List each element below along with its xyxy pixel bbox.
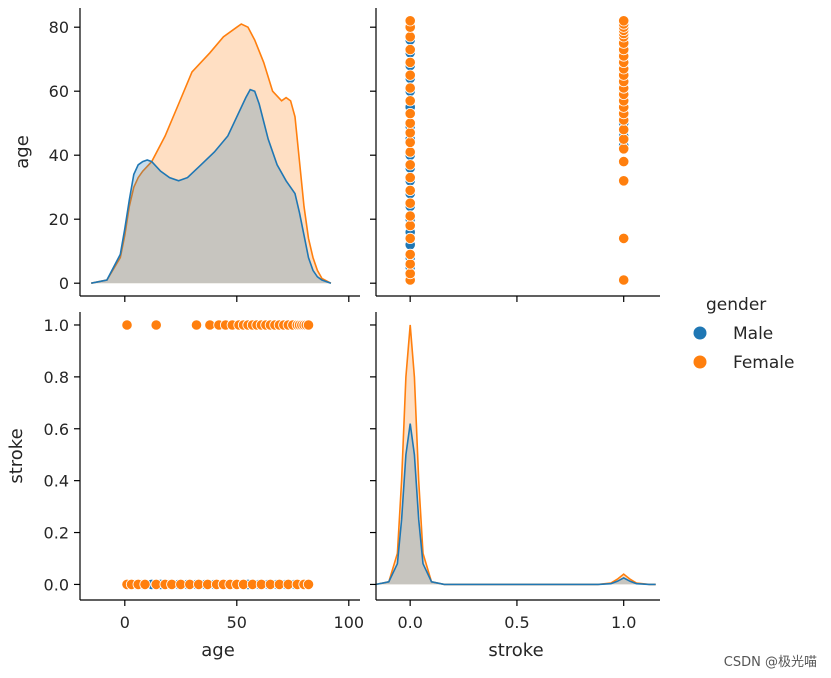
- scatter-point-female: [302, 578, 315, 591]
- x-axis-label-age: age: [201, 640, 235, 661]
- scatter-point-female: [404, 108, 416, 120]
- legend-marker-male: [693, 326, 707, 340]
- scatter-point-female: [618, 232, 630, 244]
- y-tick-label: 40: [49, 146, 69, 165]
- y-tick-label: 0.0: [44, 575, 69, 594]
- scatter-point-female: [404, 248, 416, 260]
- age-kde-kde-fill-female: [91, 24, 331, 284]
- scatter-point-female: [139, 578, 151, 591]
- scatter-point-female: [618, 133, 630, 145]
- age-kde-kde-fill-male: [91, 89, 331, 284]
- y-tick-label: 0.4: [44, 472, 69, 491]
- legend-marker-female: [693, 355, 707, 369]
- y-tick-label: 0.6: [44, 420, 69, 439]
- scatter-point-female: [404, 159, 416, 171]
- scatter-point-female: [404, 220, 416, 232]
- scatter-point-female: [404, 127, 416, 139]
- watermark-text: CSDN @极光喵: [723, 655, 817, 670]
- x-tick-label: 1.0: [611, 613, 636, 632]
- legend-title: gender: [706, 295, 766, 315]
- stroke-kde-kde-fill-female: [376, 325, 656, 585]
- y-tick-label: 20: [49, 210, 69, 229]
- x-tick-label: 0.0: [397, 613, 422, 632]
- x-tick-label: 0: [120, 613, 130, 632]
- scatter-point-female: [121, 319, 133, 331]
- stroke-kde-kde-line-male: [375, 423, 656, 586]
- scatter-point-female: [618, 175, 630, 187]
- scatter-point-female: [404, 56, 416, 69]
- x-tick-label: 0.5: [504, 613, 529, 632]
- scatter-point-female: [404, 117, 416, 129]
- scatter-point-female: [404, 82, 416, 94]
- y-tick-label: 60: [49, 82, 69, 101]
- scatter-point-female: [404, 31, 416, 43]
- legend-label-female: Female: [733, 353, 794, 373]
- legend: gender Male Female: [693, 295, 794, 373]
- age-kde-kde-line-female: [91, 23, 332, 284]
- scatter-point-female: [404, 15, 416, 27]
- scatter-point-female: [618, 143, 630, 155]
- age-kde-kde-line-male: [91, 88, 332, 284]
- scatter-point-female: [404, 146, 416, 158]
- y-tick-label: 1.0: [44, 316, 69, 335]
- scatter-point-female: [302, 319, 315, 331]
- scatter-point-female: [404, 43, 416, 56]
- scatter-point-female: [404, 184, 416, 196]
- scatter-point-female: [618, 15, 630, 27]
- scatter-point-female: [404, 258, 416, 270]
- y-tick-label: 0: [59, 274, 69, 293]
- scatter-point-female: [150, 319, 162, 331]
- scatter-point-female: [404, 197, 416, 209]
- scatter-point-female: [618, 274, 630, 286]
- scatter-point-female: [404, 95, 416, 107]
- scatter-point-female: [404, 210, 416, 222]
- y-axis-label-age: age: [12, 135, 33, 169]
- scatter-point-female: [404, 267, 416, 280]
- x-tick-label: 100: [334, 613, 365, 632]
- scatter-point-female: [190, 319, 203, 331]
- x-axis-label-stroke: stroke: [488, 640, 543, 661]
- y-tick-label: 80: [49, 18, 69, 37]
- x-tick-label: 50: [227, 613, 247, 632]
- y-axis-label-stroke: stroke: [6, 428, 27, 483]
- scatter-point-female: [404, 136, 416, 148]
- y-tick-label: 0.2: [44, 524, 69, 543]
- scatter-point-female: [404, 69, 416, 81]
- legend-label-male: Male: [733, 324, 773, 344]
- scatter-point-female: [618, 124, 630, 136]
- y-tick-label: 0.8: [44, 368, 69, 387]
- stroke-kde-kde-fill-male: [376, 423, 656, 585]
- scatter-point-female: [404, 232, 416, 244]
- scatter-point-female: [404, 172, 416, 184]
- scatter-point-female: [618, 156, 630, 168]
